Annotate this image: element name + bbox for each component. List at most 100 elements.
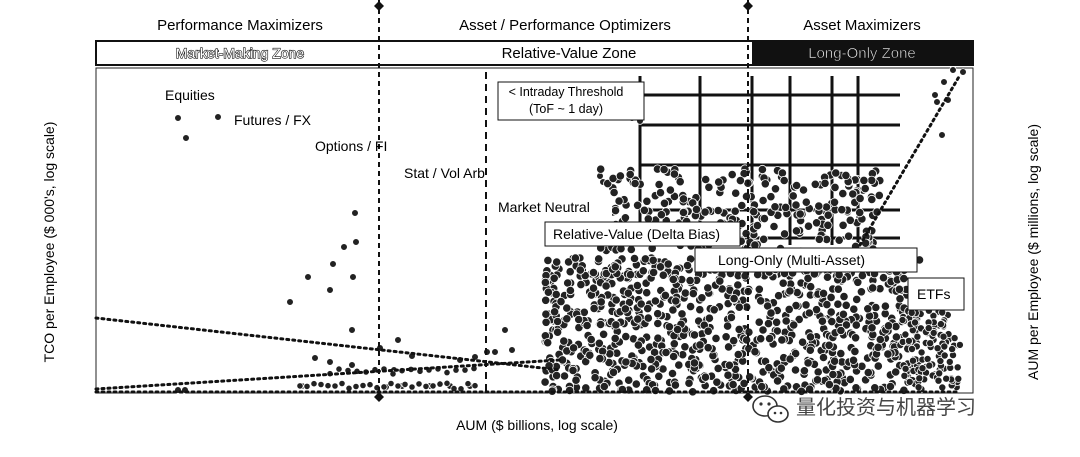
data-point bbox=[596, 164, 606, 174]
data-point bbox=[756, 296, 766, 306]
data-point bbox=[729, 336, 739, 346]
data-point bbox=[824, 379, 835, 390]
data-point bbox=[643, 313, 653, 323]
data-point bbox=[799, 366, 810, 376]
data-point bbox=[839, 291, 849, 302]
data-point bbox=[845, 374, 855, 384]
data-point bbox=[549, 273, 559, 283]
data-point bbox=[836, 325, 846, 336]
data-point bbox=[721, 332, 731, 342]
data-point bbox=[326, 358, 334, 366]
data-point bbox=[713, 205, 723, 216]
data-point bbox=[443, 368, 451, 377]
data-point bbox=[834, 235, 844, 245]
label-stat-vol-arb: Stat / Vol Arb bbox=[404, 165, 485, 181]
data-point bbox=[659, 165, 669, 175]
data-point bbox=[682, 260, 693, 271]
data-point bbox=[543, 338, 553, 348]
data-point bbox=[822, 299, 832, 310]
data-point bbox=[764, 363, 774, 373]
data-point bbox=[781, 316, 791, 326]
data-point bbox=[665, 185, 676, 195]
data-point bbox=[664, 322, 675, 332]
data-point bbox=[812, 375, 823, 385]
data-point bbox=[873, 342, 883, 352]
data-point bbox=[568, 343, 579, 353]
data-point bbox=[704, 313, 715, 323]
data-point bbox=[543, 287, 554, 297]
data-point bbox=[450, 384, 458, 393]
data-point bbox=[848, 355, 859, 365]
data-point bbox=[918, 364, 927, 373]
data-point bbox=[688, 288, 698, 299]
data-point bbox=[760, 179, 770, 189]
data-point bbox=[296, 382, 304, 390]
data-point bbox=[749, 207, 759, 217]
data-point bbox=[562, 303, 572, 313]
data-point bbox=[759, 234, 769, 244]
data-point bbox=[867, 194, 877, 205]
data-point bbox=[823, 210, 833, 220]
data-point bbox=[691, 204, 702, 214]
data-point bbox=[791, 300, 801, 311]
data-point bbox=[668, 305, 678, 315]
data-point bbox=[685, 275, 695, 286]
zone-band-long-only: Long-Only Zone bbox=[808, 45, 916, 62]
data-point bbox=[860, 184, 870, 194]
data-point bbox=[739, 378, 749, 388]
data-point bbox=[828, 369, 838, 380]
data-point bbox=[955, 340, 964, 349]
data-point bbox=[654, 371, 664, 381]
data-point bbox=[938, 131, 946, 139]
data-point bbox=[741, 229, 751, 239]
data-point bbox=[349, 273, 357, 281]
data-point bbox=[911, 318, 920, 327]
data-point bbox=[940, 351, 949, 360]
data-point bbox=[871, 302, 881, 313]
data-point bbox=[568, 365, 578, 375]
data-point bbox=[711, 333, 721, 343]
data-point bbox=[590, 373, 600, 383]
data-point bbox=[785, 286, 795, 296]
data-point bbox=[741, 191, 752, 201]
data-point bbox=[805, 345, 815, 355]
data-point bbox=[338, 379, 346, 388]
data-point bbox=[791, 226, 802, 236]
data-point bbox=[836, 348, 846, 359]
data-point bbox=[788, 191, 798, 201]
data-point bbox=[735, 176, 746, 186]
data-point bbox=[508, 346, 516, 354]
label-relative-value: Relative-Value (Delta Bias) bbox=[553, 226, 720, 242]
data-point bbox=[575, 265, 585, 275]
data-point bbox=[214, 113, 222, 121]
data-point bbox=[867, 323, 877, 333]
data-point bbox=[491, 348, 499, 356]
data-point bbox=[615, 171, 626, 181]
data-point bbox=[621, 357, 631, 367]
data-point bbox=[562, 314, 572, 324]
data-point bbox=[703, 326, 713, 336]
data-point bbox=[949, 66, 957, 74]
data-point bbox=[317, 380, 325, 389]
data-point bbox=[833, 299, 843, 309]
data-point bbox=[303, 382, 311, 390]
data-point bbox=[730, 206, 740, 216]
data-point bbox=[758, 325, 768, 335]
data-point bbox=[894, 284, 905, 294]
data-point bbox=[680, 288, 691, 298]
data-point bbox=[588, 267, 599, 278]
data-point bbox=[310, 380, 318, 388]
label-relative-value-box bbox=[544, 221, 741, 247]
data-point bbox=[653, 333, 663, 343]
data-point bbox=[850, 333, 861, 343]
data-point bbox=[843, 231, 854, 241]
data-point bbox=[552, 316, 563, 327]
data-point bbox=[663, 259, 673, 269]
data-point bbox=[805, 332, 816, 342]
data-point bbox=[781, 202, 791, 212]
data-point bbox=[348, 361, 356, 369]
data-point bbox=[671, 296, 681, 306]
data-point bbox=[801, 197, 811, 207]
